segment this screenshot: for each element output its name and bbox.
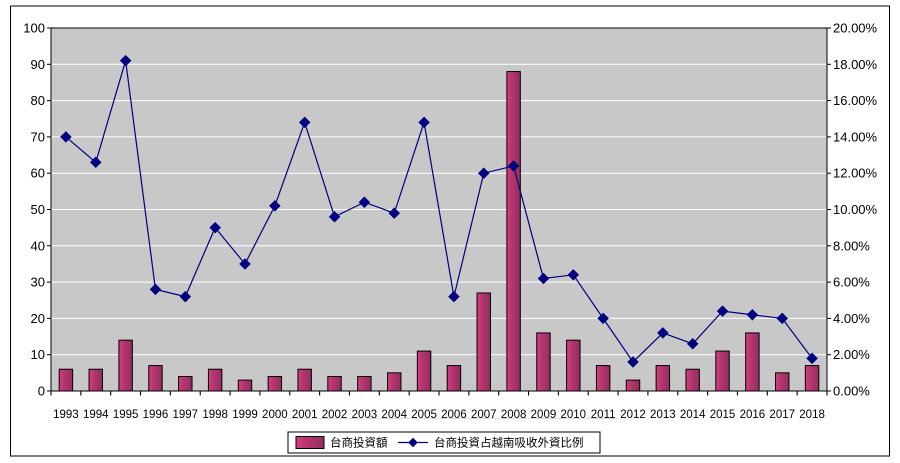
svg-text:0: 0 (38, 384, 45, 399)
svg-text:50: 50 (31, 202, 45, 217)
svg-text:1998: 1998 (202, 409, 228, 421)
svg-text:2014: 2014 (680, 409, 706, 421)
svg-text:2011: 2011 (591, 409, 616, 421)
svg-text:1993: 1993 (53, 409, 79, 421)
svg-text:2010: 2010 (561, 409, 587, 421)
svg-text:2002: 2002 (322, 409, 348, 421)
svg-text:100: 100 (23, 21, 45, 36)
svg-text:1997: 1997 (173, 409, 199, 421)
svg-text:2018: 2018 (799, 409, 825, 421)
svg-text:2013: 2013 (650, 409, 676, 421)
svg-text:6.00%: 6.00% (833, 275, 870, 290)
svg-text:0.00%: 0.00% (833, 384, 870, 399)
svg-text:2016: 2016 (740, 409, 766, 421)
svg-text:40: 40 (31, 238, 45, 253)
svg-text:1994: 1994 (83, 409, 109, 421)
svg-text:2009: 2009 (531, 409, 557, 421)
svg-text:2004: 2004 (381, 409, 407, 421)
svg-text:70: 70 (31, 129, 45, 144)
svg-text:2001: 2001 (292, 409, 318, 421)
svg-text:20: 20 (31, 311, 45, 326)
svg-text:1999: 1999 (232, 409, 258, 421)
svg-text:4.00%: 4.00% (833, 311, 870, 326)
svg-text:2.00%: 2.00% (833, 347, 870, 362)
svg-text:2017: 2017 (769, 409, 795, 421)
svg-text:60: 60 (31, 166, 45, 181)
svg-text:2008: 2008 (501, 409, 527, 421)
svg-text:2007: 2007 (471, 409, 497, 421)
svg-text:30: 30 (31, 275, 45, 290)
svg-text:10.00%: 10.00% (833, 202, 878, 217)
svg-text:2005: 2005 (411, 409, 437, 421)
svg-text:台商投資占越南吸收外資比例: 台商投資占越南吸收外資比例 (434, 436, 584, 450)
svg-text:1995: 1995 (113, 409, 139, 421)
svg-text:2003: 2003 (352, 409, 378, 421)
svg-text:80: 80 (31, 93, 45, 108)
svg-text:1996: 1996 (143, 409, 169, 421)
svg-text:2006: 2006 (441, 409, 467, 421)
svg-text:2000: 2000 (262, 409, 288, 421)
svg-text:8.00%: 8.00% (833, 238, 870, 253)
svg-text:14.00%: 14.00% (833, 129, 878, 144)
svg-text:10: 10 (31, 347, 45, 362)
svg-text:18.00%: 18.00% (833, 57, 878, 72)
svg-text:16.00%: 16.00% (833, 93, 878, 108)
svg-text:90: 90 (31, 57, 45, 72)
svg-text:台商投資額: 台商投資額 (330, 436, 388, 450)
svg-text:2015: 2015 (710, 409, 736, 421)
svg-text:20.00%: 20.00% (833, 21, 878, 36)
svg-text:2012: 2012 (620, 409, 646, 421)
svg-text:12.00%: 12.00% (833, 166, 878, 181)
